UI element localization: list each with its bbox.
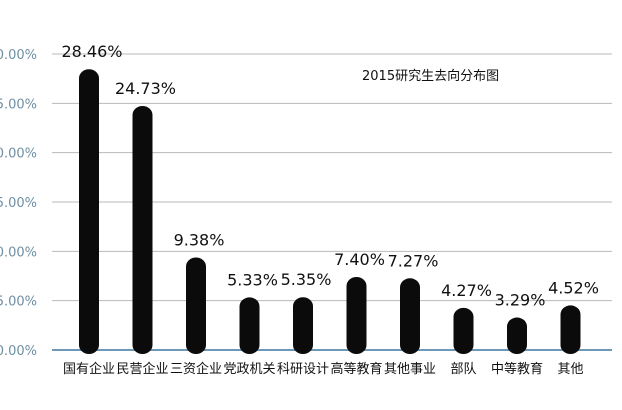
category-label: 部队 [450,362,476,377]
y-tick-label: 0.00% [0,344,37,359]
bar [79,69,99,354]
value-label: 9.38% [174,230,225,249]
value-label: 4.52% [548,278,599,297]
category-label: 三资企业 [170,361,222,377]
y-tick-label: 25.00% [0,97,37,112]
value-label: 4.27% [441,281,492,300]
bar [132,105,153,354]
bar [453,307,474,354]
category-label: 其他 [557,362,583,377]
category-label: 科研设计 [277,362,329,377]
value-label: 7.40% [334,250,385,269]
value-label: 3.29% [495,291,546,310]
bar [186,257,206,354]
y-tick-label: 30.00% [0,48,37,63]
value-label: 5.35% [281,270,332,289]
bar [560,305,581,354]
value-label: 7.27% [388,251,439,270]
value-label: 28.46% [61,42,122,61]
category-label: 国有企业 [63,361,115,377]
bar [507,317,527,354]
category-label: 高等教育 [330,361,382,377]
y-tick-label: 10.00% [0,245,37,260]
category-label: 党政机关 [223,362,275,377]
y-tick-label: 20.00% [0,147,37,162]
bars [79,69,581,354]
category-label: 中等教育 [491,361,543,377]
category-label: 民营企业 [116,361,168,377]
y-axis-ticks: 0.00% 5.00% 10.00% 15.00% 20.00% 25.00% 30.00% [0,48,37,359]
y-tick-label: 15.00% [0,196,37,211]
value-label: 5.33% [227,270,278,289]
bar [400,278,420,354]
value-labels: 28.46% 24.73% 9.38% 5.33% 5.35%7.40% 7.27%4.2… [61,42,598,309]
bar [293,297,313,354]
value-label: 24.73% [115,79,176,98]
bar [239,297,260,354]
bar [346,276,367,354]
category-labels: 国有企业 民营企业 三资企业 党政机关 科研设计 高等教育 其他事业 部队 中等教育 其他 [63,361,584,377]
chart-title: 2015研究生去向分布图 [362,68,499,84]
y-tick-label: 5.00% [0,295,37,310]
category-label: 其他事业 [384,362,436,377]
